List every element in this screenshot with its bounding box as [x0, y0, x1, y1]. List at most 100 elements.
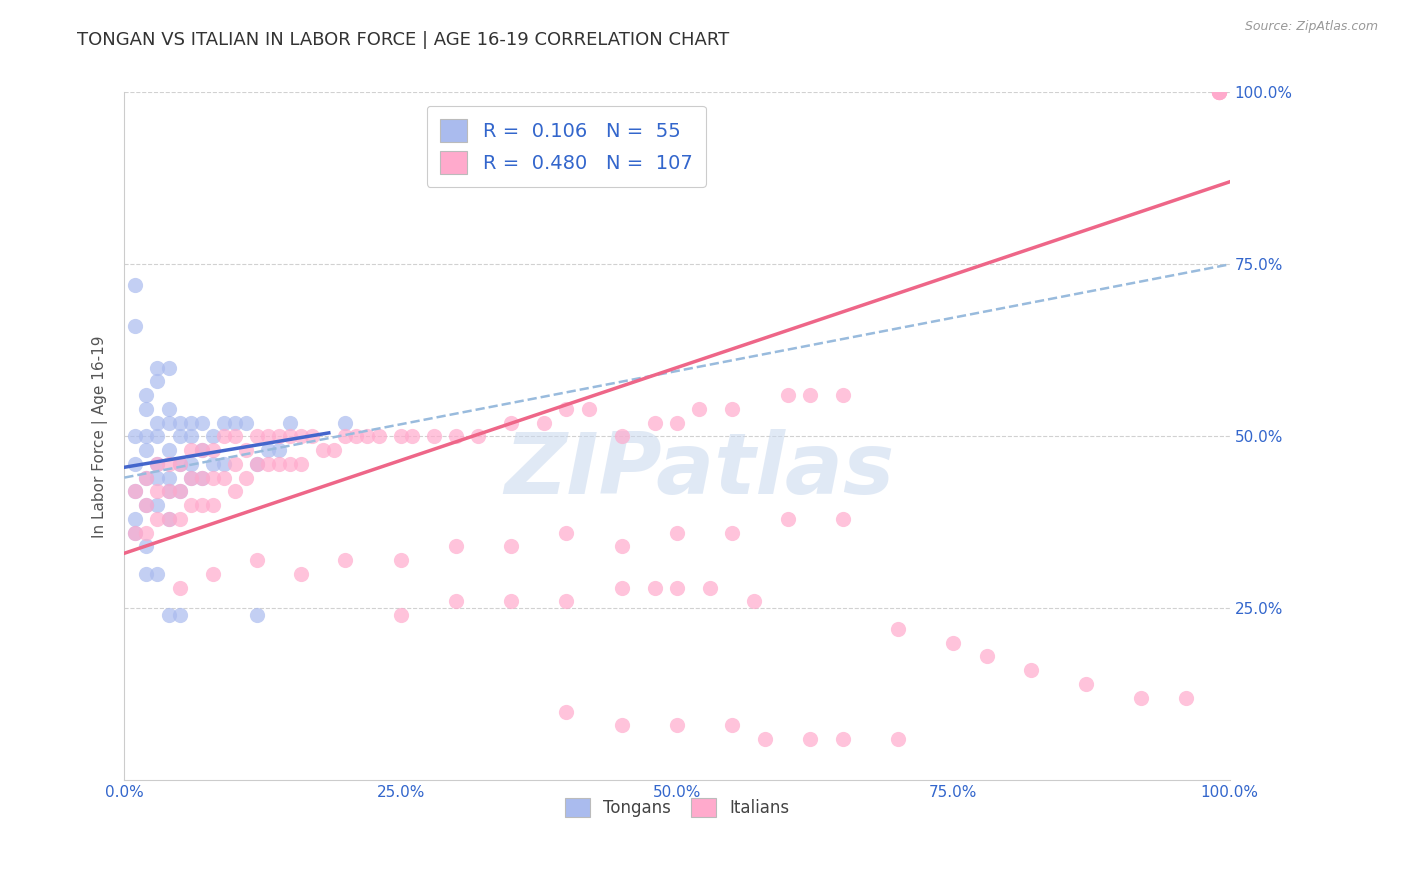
Point [1208, 86, 1230, 100]
Point [444, 429, 467, 443]
Point [201, 470, 224, 484]
Point [389, 608, 412, 623]
Point [124, 525, 146, 540]
Point [157, 416, 180, 430]
Point [799, 388, 821, 402]
Point [135, 470, 157, 484]
Point [124, 319, 146, 334]
Point [267, 443, 290, 458]
Point [257, 457, 280, 471]
Point [124, 484, 146, 499]
Point [201, 498, 224, 512]
Point [212, 416, 235, 430]
Point [312, 443, 335, 458]
Point [301, 429, 323, 443]
Point [190, 470, 212, 484]
Point [666, 525, 689, 540]
Point [135, 429, 157, 443]
Point [146, 470, 169, 484]
Point [146, 484, 169, 499]
Point [501, 416, 523, 430]
Point [212, 470, 235, 484]
Point [235, 443, 257, 458]
Point [169, 429, 191, 443]
Point [135, 388, 157, 402]
Point [278, 429, 301, 443]
Point [401, 429, 423, 443]
Point [688, 401, 710, 416]
Point [201, 429, 224, 443]
Point [157, 401, 180, 416]
Y-axis label: In Labor Force | Age 16-19: In Labor Force | Age 16-19 [93, 335, 108, 538]
Point [135, 566, 157, 581]
Text: Source: ZipAtlas.com: Source: ZipAtlas.com [1244, 20, 1378, 33]
Text: TONGAN VS ITALIAN IN LABOR FORCE | AGE 16-19 CORRELATION CHART: TONGAN VS ITALIAN IN LABOR FORCE | AGE 1… [77, 31, 730, 49]
Point [267, 457, 290, 471]
Point [831, 732, 853, 747]
Point [157, 512, 180, 526]
Point [799, 732, 821, 747]
Point [169, 512, 191, 526]
Point [278, 457, 301, 471]
Point [124, 277, 146, 292]
Point [157, 484, 180, 499]
Point [146, 498, 169, 512]
Text: ZIPatlas: ZIPatlas [503, 429, 894, 512]
Point [335, 416, 357, 430]
Point [180, 416, 202, 430]
Point [169, 484, 191, 499]
Point [224, 484, 246, 499]
Point [135, 443, 157, 458]
Point [1174, 690, 1197, 705]
Point [555, 705, 578, 719]
Point [721, 525, 744, 540]
Point [235, 416, 257, 430]
Point [644, 581, 666, 595]
Point [146, 457, 169, 471]
Point [367, 429, 389, 443]
Point [335, 429, 357, 443]
Point [555, 594, 578, 608]
Point [235, 470, 257, 484]
Point [135, 401, 157, 416]
Point [555, 401, 578, 416]
Point [1019, 663, 1042, 677]
Point [190, 470, 212, 484]
Point [1130, 690, 1153, 705]
Point [190, 443, 212, 458]
Point [180, 457, 202, 471]
Point [467, 429, 489, 443]
Point [290, 429, 312, 443]
Point [1208, 86, 1230, 100]
Point [135, 470, 157, 484]
Point [389, 429, 412, 443]
Point [666, 718, 689, 732]
Point [831, 388, 853, 402]
Point [157, 457, 180, 471]
Point [610, 429, 633, 443]
Point [224, 457, 246, 471]
Point [1074, 677, 1097, 691]
Point [578, 401, 600, 416]
Point [157, 484, 180, 499]
Point [180, 498, 202, 512]
Point [501, 540, 523, 554]
Point [190, 443, 212, 458]
Point [887, 622, 910, 636]
Point [290, 457, 312, 471]
Point [124, 512, 146, 526]
Point [610, 540, 633, 554]
Point [610, 718, 633, 732]
Point [721, 401, 744, 416]
Point [246, 608, 269, 623]
Point [1208, 86, 1230, 100]
Point [246, 457, 269, 471]
Point [169, 608, 191, 623]
Point [323, 443, 346, 458]
Point [169, 457, 191, 471]
Point [555, 525, 578, 540]
Point [744, 594, 766, 608]
Point [976, 649, 998, 664]
Point [666, 416, 689, 430]
Point [157, 443, 180, 458]
